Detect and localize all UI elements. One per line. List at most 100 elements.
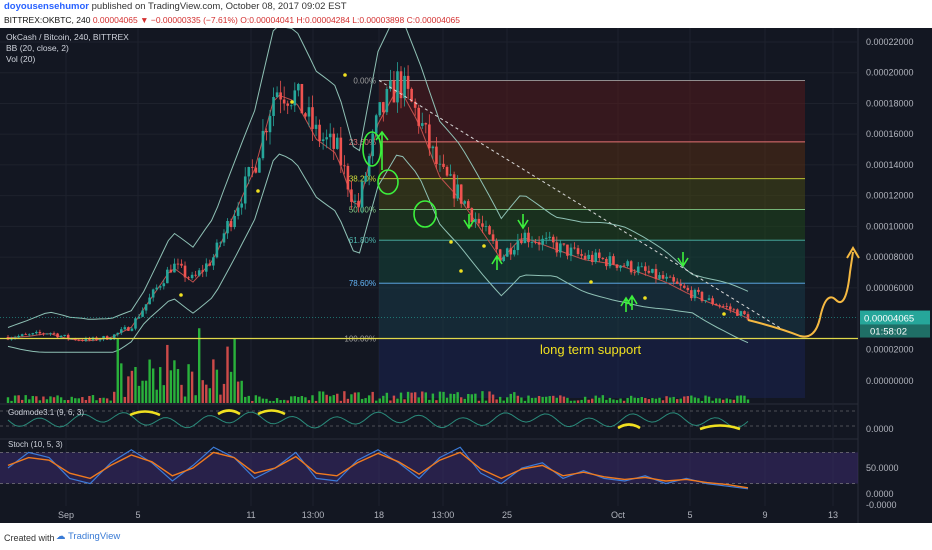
candle-body bbox=[622, 265, 626, 267]
godmode-legend: Godmode3.1 (9, 6, 3) bbox=[8, 408, 84, 417]
volume-bar bbox=[704, 395, 707, 403]
chart-title: OkCash / Bitcoin, 240, BITTREX bbox=[6, 32, 129, 42]
volume-bar bbox=[141, 380, 144, 403]
countdown-box bbox=[860, 324, 930, 338]
candle-body bbox=[728, 306, 732, 310]
candle-body bbox=[343, 165, 346, 167]
volume-bar bbox=[293, 396, 296, 403]
volume-bar bbox=[722, 399, 725, 403]
candle-body bbox=[289, 105, 293, 107]
publish-header: doyousensehumor published on TradingView… bbox=[0, 0, 932, 28]
candle-body bbox=[389, 80, 392, 90]
volume-bar bbox=[254, 395, 258, 403]
candle-body bbox=[240, 203, 243, 208]
axis-layer: Sep 5 11 13:00 18 13:00 25 Oct 5 9 13 0.00022000 0.0… bbox=[0, 37, 930, 520]
candle-body bbox=[428, 124, 431, 149]
candle-body bbox=[141, 310, 144, 317]
tradingview-logo[interactable]: ☁ TradingView bbox=[56, 531, 121, 542]
volume-bar bbox=[594, 395, 597, 403]
godmode-highlight bbox=[129, 410, 161, 417]
volume-bar bbox=[421, 391, 424, 403]
volume-bar bbox=[311, 395, 314, 403]
candle-body bbox=[127, 327, 130, 331]
volume-bar bbox=[226, 346, 229, 403]
candle-body bbox=[736, 309, 739, 316]
candle-body bbox=[130, 328, 134, 331]
stoch-legend: Stoch (10, 5, 3) bbox=[8, 440, 63, 449]
volume-bar bbox=[190, 371, 194, 403]
candle-body bbox=[272, 96, 275, 116]
signal-dot bbox=[290, 100, 294, 104]
candle-body bbox=[502, 256, 505, 261]
volume-bar bbox=[17, 395, 20, 403]
ohlc-line: BITTREX:OKBTC, 240 0.00004065 ▼ −0.00000… bbox=[4, 15, 460, 25]
candle-body bbox=[38, 331, 42, 334]
volume-bar bbox=[523, 400, 527, 403]
footer: Created with ☁ TradingView bbox=[0, 528, 932, 550]
volume-bar bbox=[633, 397, 636, 403]
candle-body bbox=[197, 270, 201, 276]
fib-level-label: 23.60% bbox=[349, 138, 376, 147]
candle-body bbox=[20, 334, 24, 336]
ohlc-values: O:0.00004041 H:0.00004284 L:0.00003898 C… bbox=[240, 15, 460, 25]
volume-bar bbox=[205, 384, 208, 403]
chart-area[interactable]: 0.00%23.60%38.20%50.00%61.80%78.60%100.0… bbox=[0, 12, 932, 523]
volume-bar bbox=[236, 381, 240, 403]
candle-body bbox=[215, 242, 219, 258]
volume-bar bbox=[460, 397, 463, 403]
volume-bar bbox=[28, 399, 31, 403]
x-tick-label: 9 bbox=[762, 510, 767, 520]
volume-bar bbox=[658, 397, 661, 403]
candle-body bbox=[629, 261, 633, 273]
volume-bar bbox=[194, 395, 197, 403]
volume-bar bbox=[151, 368, 155, 403]
y-tick-label: 0.00010000 bbox=[866, 221, 914, 231]
volume-bar bbox=[215, 369, 219, 403]
candle-body bbox=[371, 133, 374, 157]
volume-bar bbox=[286, 400, 289, 403]
candles-layer bbox=[6, 62, 750, 343]
candle-body bbox=[247, 167, 251, 177]
volume-bar bbox=[520, 397, 523, 403]
volume-bar bbox=[116, 338, 119, 403]
volume-bar bbox=[307, 400, 311, 403]
volume-bar bbox=[725, 398, 728, 403]
candle-body bbox=[707, 298, 711, 301]
volume-bar bbox=[693, 397, 697, 403]
candle-body bbox=[98, 339, 102, 341]
author-link[interactable]: doyousensehumor bbox=[4, 1, 89, 12]
signal-dot bbox=[589, 280, 593, 284]
candle-body bbox=[81, 340, 84, 341]
candle-body bbox=[725, 306, 729, 307]
volume-bar bbox=[541, 396, 544, 403]
chart-svg[interactable]: 0.00%23.60%38.20%50.00%61.80%78.60%100.0… bbox=[0, 12, 932, 523]
green-arrow-annotation bbox=[463, 214, 475, 230]
candle-body bbox=[144, 304, 148, 311]
volume-bar bbox=[746, 399, 750, 403]
volume-bar bbox=[88, 395, 91, 403]
candle-body bbox=[194, 274, 197, 276]
volume-bar bbox=[502, 400, 505, 403]
candle-body bbox=[463, 201, 467, 204]
volume-bar bbox=[428, 399, 431, 403]
volume-bar bbox=[332, 395, 335, 403]
volume-bar bbox=[544, 396, 548, 403]
volume-bar bbox=[321, 391, 325, 403]
brand-text: TradingView bbox=[67, 531, 121, 542]
volume-bar bbox=[456, 392, 459, 403]
volume-bar bbox=[668, 397, 672, 403]
x-tick-label: 5 bbox=[687, 510, 692, 520]
candle-body bbox=[590, 254, 594, 262]
candle-body bbox=[123, 327, 127, 330]
candle-body bbox=[665, 276, 668, 279]
volume-bar bbox=[424, 392, 427, 403]
volume-bar bbox=[484, 400, 488, 403]
downtrend-line bbox=[378, 79, 781, 329]
candle-body bbox=[513, 250, 516, 255]
x-tick-label: 13:00 bbox=[432, 510, 455, 520]
volume-bar bbox=[346, 398, 350, 403]
volume-bar bbox=[562, 396, 566, 403]
candle-body bbox=[102, 336, 105, 340]
candle-body bbox=[233, 215, 236, 228]
volume-bar bbox=[513, 392, 516, 403]
